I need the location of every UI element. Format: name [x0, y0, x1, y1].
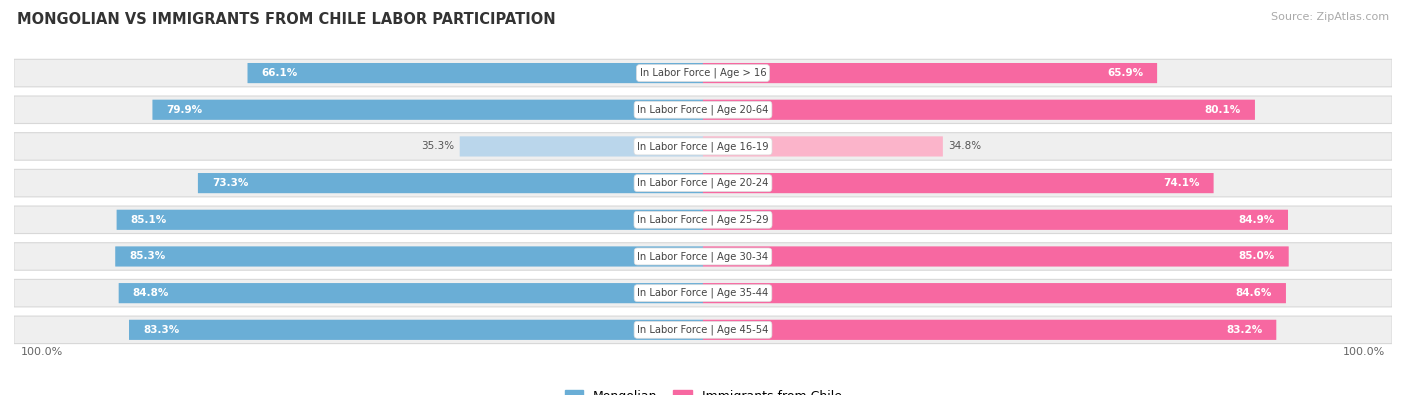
FancyBboxPatch shape: [703, 320, 1277, 340]
FancyBboxPatch shape: [198, 173, 703, 193]
Text: In Labor Force | Age 30-34: In Labor Force | Age 30-34: [637, 251, 769, 262]
FancyBboxPatch shape: [14, 206, 1392, 233]
FancyBboxPatch shape: [703, 173, 1213, 193]
Text: 79.9%: 79.9%: [166, 105, 202, 115]
Text: 84.8%: 84.8%: [132, 288, 169, 298]
FancyBboxPatch shape: [460, 136, 703, 156]
FancyBboxPatch shape: [703, 246, 1289, 267]
FancyBboxPatch shape: [14, 279, 1392, 307]
Text: MONGOLIAN VS IMMIGRANTS FROM CHILE LABOR PARTICIPATION: MONGOLIAN VS IMMIGRANTS FROM CHILE LABOR…: [17, 12, 555, 27]
Text: 73.3%: 73.3%: [212, 178, 249, 188]
Text: 83.3%: 83.3%: [143, 325, 179, 335]
Text: In Labor Force | Age 16-19: In Labor Force | Age 16-19: [637, 141, 769, 152]
Text: In Labor Force | Age 25-29: In Labor Force | Age 25-29: [637, 214, 769, 225]
FancyBboxPatch shape: [703, 63, 1157, 83]
Text: In Labor Force | Age 45-54: In Labor Force | Age 45-54: [637, 325, 769, 335]
Text: 84.9%: 84.9%: [1237, 215, 1274, 225]
Text: 35.3%: 35.3%: [422, 141, 454, 151]
Text: 84.6%: 84.6%: [1236, 288, 1272, 298]
FancyBboxPatch shape: [14, 59, 1392, 87]
Text: Source: ZipAtlas.com: Source: ZipAtlas.com: [1271, 12, 1389, 22]
FancyBboxPatch shape: [14, 243, 1392, 270]
Text: 100.0%: 100.0%: [1343, 347, 1385, 357]
Text: In Labor Force | Age > 16: In Labor Force | Age > 16: [640, 68, 766, 78]
FancyBboxPatch shape: [703, 210, 1288, 230]
Text: 85.0%: 85.0%: [1239, 252, 1275, 261]
Text: 34.8%: 34.8%: [948, 141, 981, 151]
Text: 100.0%: 100.0%: [21, 347, 63, 357]
FancyBboxPatch shape: [247, 63, 703, 83]
FancyBboxPatch shape: [129, 320, 703, 340]
Text: 85.1%: 85.1%: [131, 215, 167, 225]
Text: In Labor Force | Age 20-64: In Labor Force | Age 20-64: [637, 105, 769, 115]
FancyBboxPatch shape: [117, 210, 703, 230]
Legend: Mongolian, Immigrants from Chile: Mongolian, Immigrants from Chile: [560, 385, 846, 395]
Text: 85.3%: 85.3%: [129, 252, 166, 261]
FancyBboxPatch shape: [703, 283, 1286, 303]
Text: In Labor Force | Age 20-24: In Labor Force | Age 20-24: [637, 178, 769, 188]
Text: 80.1%: 80.1%: [1205, 105, 1241, 115]
FancyBboxPatch shape: [14, 169, 1392, 197]
FancyBboxPatch shape: [118, 283, 703, 303]
FancyBboxPatch shape: [14, 96, 1392, 124]
Text: 66.1%: 66.1%: [262, 68, 298, 78]
FancyBboxPatch shape: [14, 133, 1392, 160]
FancyBboxPatch shape: [14, 316, 1392, 344]
Text: In Labor Force | Age 35-44: In Labor Force | Age 35-44: [637, 288, 769, 298]
FancyBboxPatch shape: [703, 136, 943, 156]
FancyBboxPatch shape: [152, 100, 703, 120]
Text: 65.9%: 65.9%: [1107, 68, 1143, 78]
FancyBboxPatch shape: [703, 100, 1256, 120]
Text: 74.1%: 74.1%: [1163, 178, 1199, 188]
FancyBboxPatch shape: [115, 246, 703, 267]
Text: 83.2%: 83.2%: [1226, 325, 1263, 335]
